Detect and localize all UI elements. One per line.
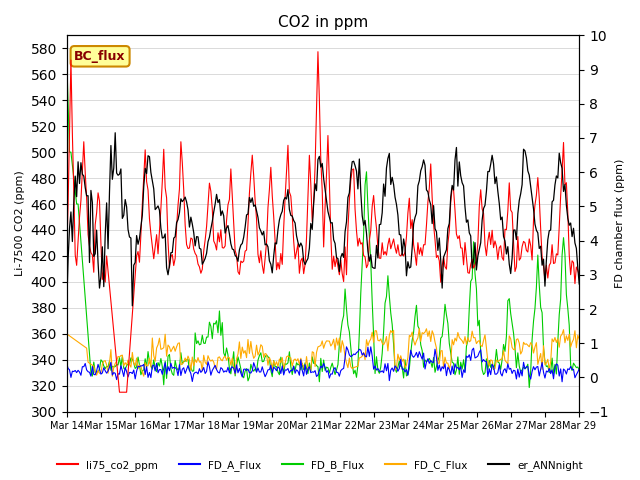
Y-axis label: Li-7500 CO2 (ppm): Li-7500 CO2 (ppm)	[15, 170, 25, 276]
Y-axis label: FD chamber flux (ppm): FD chamber flux (ppm)	[615, 159, 625, 288]
Title: CO2 in ppm: CO2 in ppm	[278, 15, 368, 30]
Text: BC_flux: BC_flux	[74, 50, 126, 63]
Legend: li75_co2_ppm, FD_A_Flux, FD_B_Flux, FD_C_Flux, er_ANNnight: li75_co2_ppm, FD_A_Flux, FD_B_Flux, FD_C…	[52, 456, 588, 475]
